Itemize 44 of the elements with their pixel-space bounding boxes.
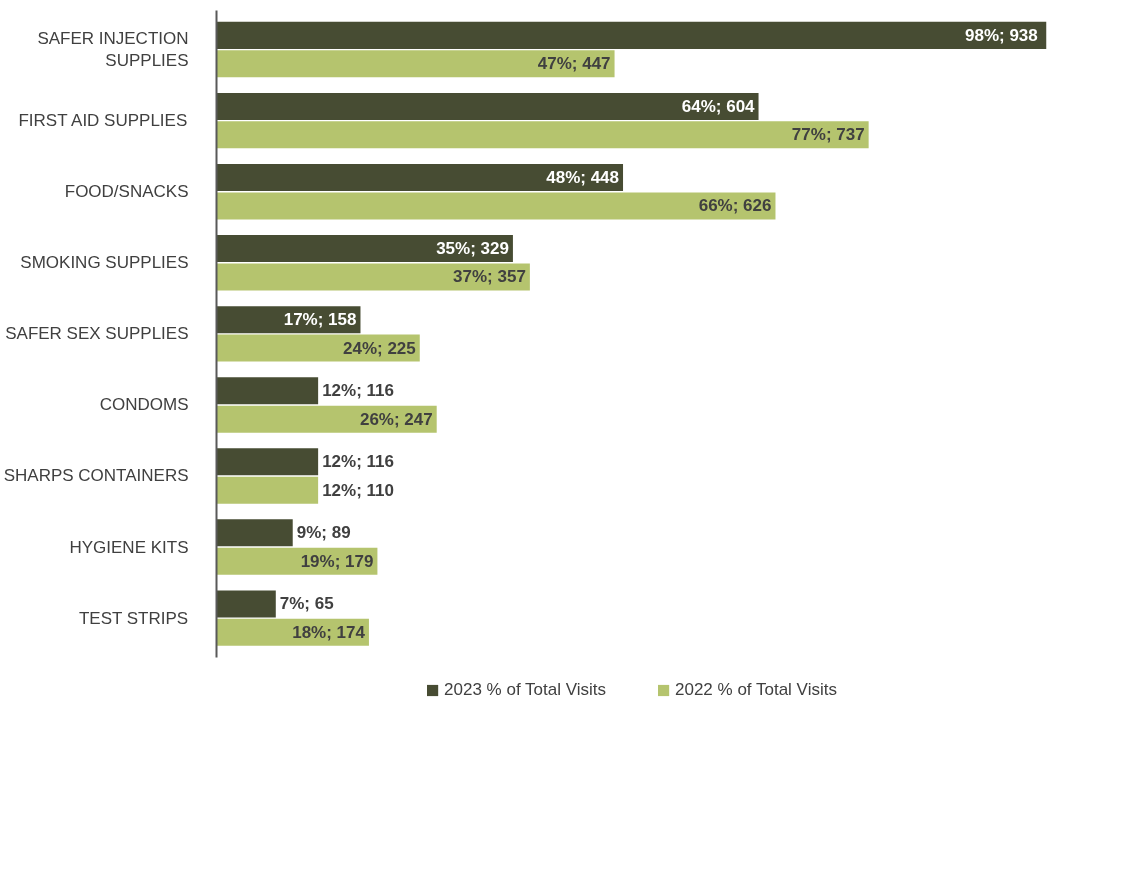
data-label: 12%; 110 (322, 480, 394, 500)
bar (216, 377, 319, 405)
y-tick-label: FOOD/SNACKS (64, 182, 189, 202)
data-label: 18%; 174 (292, 622, 366, 642)
bar (216, 448, 319, 476)
data-label: 17%; 158 (283, 310, 357, 330)
bar (216, 92, 759, 120)
data-label: 9%; 89 (296, 523, 351, 543)
bar (216, 164, 624, 192)
bar (216, 334, 420, 362)
y-tick-label: CONDOMS (99, 395, 189, 415)
data-label: 98%; 938 (965, 25, 1038, 45)
y-tick-label: SHARPS CONTAINERS (3, 466, 189, 486)
data-label: 66%; 626 (698, 196, 772, 216)
data-label: 35%; 329 (436, 239, 509, 259)
bar (216, 21, 1047, 49)
data-label: 77%; 737 (791, 125, 865, 145)
y-tick-label: HYGIENE KITS (69, 537, 189, 557)
bar (216, 235, 513, 263)
legend-label: 2022 % of Total Visits (675, 680, 837, 700)
data-label: 24%; 225 (342, 338, 416, 358)
legend-label: 2023 % of Total Visits (444, 680, 606, 700)
y-tick-label: TEST STRIPS (78, 608, 189, 628)
y-tick-label: SMOKING SUPPLIES (20, 253, 189, 273)
data-label: 37%; 357 (453, 267, 526, 287)
data-label: 7%; 65 (279, 594, 334, 614)
bar (216, 476, 319, 504)
data-label: 12%; 116 (322, 452, 394, 472)
data-label: 64%; 604 (681, 96, 756, 116)
data-label: 48%; 448 (546, 168, 620, 188)
data-label: 26%; 247 (359, 409, 433, 429)
y-tick-label: SAFER SEX SUPPLIES (5, 324, 189, 344)
data-label: 19%; 179 (300, 551, 374, 571)
bar (216, 192, 776, 220)
bar (216, 263, 530, 291)
bar (216, 405, 437, 433)
data-label: 47%; 447 (537, 54, 611, 74)
y-tick-label: FIRST AID SUPPLIES (18, 111, 188, 131)
bar (216, 121, 869, 149)
y-tick-label: SAFER INJECTION SUPPLIES (37, 28, 189, 71)
data-label: 12%; 116 (322, 381, 394, 401)
bar (216, 590, 276, 618)
bar (216, 519, 293, 547)
bar (216, 50, 615, 78)
